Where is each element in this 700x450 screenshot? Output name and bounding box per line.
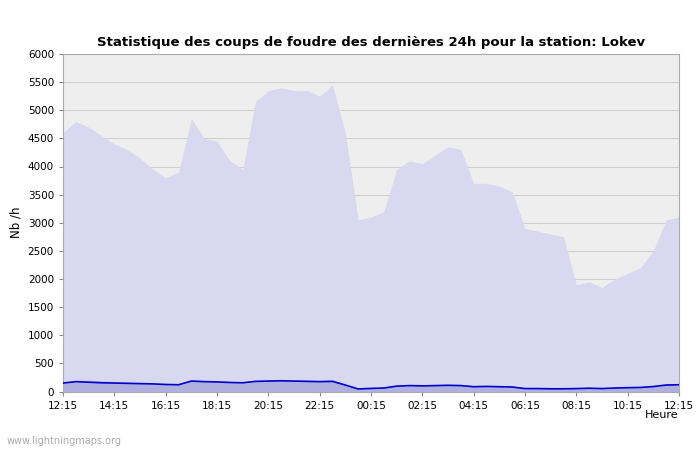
Title: Statistique des coups de foudre des dernières 24h pour la station: Lokev: Statistique des coups de foudre des dern… [97, 36, 645, 49]
Y-axis label: Nb /h: Nb /h [9, 207, 22, 238]
Text: www.lightningmaps.org: www.lightningmaps.org [7, 436, 122, 446]
Text: Heure: Heure [645, 410, 679, 419]
